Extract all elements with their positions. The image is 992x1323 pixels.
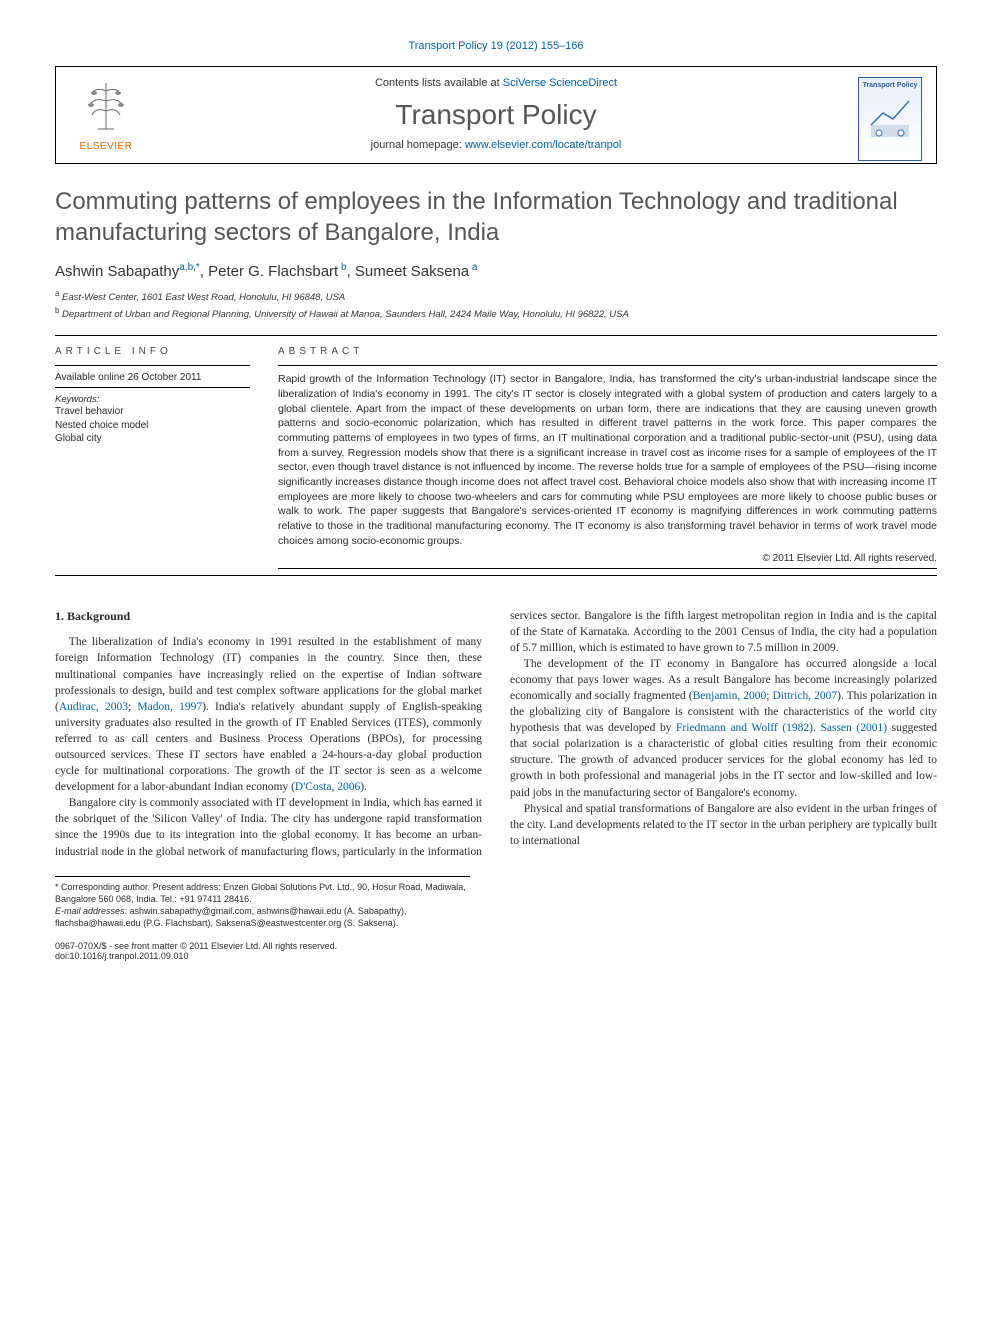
citation-link[interactable]: Benjamin, 2000 (693, 690, 767, 702)
keywords-heading: Keywords: (55, 394, 250, 405)
corresponding-author-block: * Corresponding author. Present address:… (55, 876, 470, 930)
citation-link[interactable]: Audirac, 2003 (59, 701, 128, 713)
divider (55, 335, 937, 336)
journal-title: Transport Policy (56, 99, 936, 131)
corresponding-author-text: * Corresponding author. Present address:… (55, 881, 470, 905)
divider (278, 568, 937, 569)
authors-line: Ashwin Sabapathya,b,*, Peter G. Flachsba… (55, 262, 937, 280)
author-2-affil[interactable]: b (338, 262, 346, 273)
affiliations: a East-West Center, 1601 East West Road,… (55, 288, 937, 321)
article-info-heading: ARTICLE INFO (55, 346, 250, 357)
p1-text-b: ; (128, 701, 137, 713)
page-footer: 0967-070X/$ - see front matter © 2011 El… (55, 941, 937, 961)
available-online: Available online 26 October 2011 (55, 372, 250, 383)
cover-art-icon (865, 89, 915, 145)
journal-reference-link[interactable]: Transport Policy 19 (2012) 155–166 (408, 40, 583, 52)
author-1: Ashwin Sabapathy (55, 263, 179, 280)
abstract-heading: ABSTRACT (278, 346, 937, 357)
divider (55, 575, 937, 576)
publisher-name: ELSEVIER (80, 141, 133, 152)
affiliation-b: b Department of Urban and Regional Plann… (55, 305, 937, 321)
citation-link[interactable]: Sassen (2001) (820, 722, 887, 734)
masthead-box: ELSEVIER Transport Policy Contents lists… (55, 66, 937, 164)
footer-left: 0967-070X/$ - see front matter © 2011 El… (55, 941, 337, 961)
journal-cover-thumb: Transport Policy (858, 77, 922, 161)
citation-link[interactable]: Friedmann and Wolff (1982) (676, 722, 813, 734)
author-1-affil[interactable]: a,b,* (179, 262, 200, 273)
p1-text-c: ). India's relatively abundant supply of… (55, 701, 482, 793)
divider (55, 387, 250, 388)
paragraph-3: The development of the IT economy in Ban… (510, 656, 937, 801)
affiliation-a: a East-West Center, 1601 East West Road,… (55, 288, 937, 304)
section-heading-1: 1. Background (55, 608, 482, 625)
elsevier-tree-icon (80, 77, 132, 139)
email-label: E-mail addresses: (55, 906, 127, 916)
contents-prefix: Contents lists available at (375, 77, 503, 89)
citation-link[interactable]: D'Costa, 2006 (295, 781, 360, 793)
author-3-affil[interactable]: a (469, 262, 477, 273)
journal-reference: Transport Policy 19 (2012) 155–166 (55, 40, 937, 52)
article-title: Commuting patterns of employees in the I… (55, 186, 937, 248)
publisher-logo: ELSEVIER (70, 77, 142, 165)
homepage-link[interactable]: www.elsevier.com/locate/tranpol (465, 139, 622, 151)
abstract-text: Rapid growth of the Information Technolo… (278, 372, 937, 548)
affil-b-text: Department of Urban and Regional Plannin… (62, 309, 629, 320)
affil-a-text: East-West Center, 1601 East West Road, H… (62, 293, 345, 304)
divider (278, 365, 937, 366)
cover-title-text: Transport Policy (863, 82, 918, 89)
p1-text-d: ). (360, 781, 367, 793)
doi-text: doi:10.1016/j.tranpol.2011.09.010 (55, 951, 337, 961)
author-2: , Peter G. Flachsbart (200, 263, 338, 280)
paragraph-1: The liberalization of India's economy in… (55, 634, 482, 795)
citation-link[interactable]: Madon, 1997 (137, 701, 202, 713)
body-text: 1. Background The liberalization of Indi… (55, 608, 937, 860)
contents-available-line: Contents lists available at SciVerse Sci… (56, 77, 936, 89)
keywords-list: Travel behavior Nested choice model Glob… (55, 405, 250, 446)
emails-line: E-mail addresses: ashwin.sabapathy@gmail… (55, 905, 470, 929)
front-matter-text: 0967-070X/$ - see front matter © 2011 El… (55, 941, 337, 951)
divider (55, 365, 250, 366)
author-3: , Sumeet Saksena (347, 263, 470, 280)
paragraph-4: Physical and spatial transformations of … (510, 801, 937, 849)
homepage-line: journal homepage: www.elsevier.com/locat… (56, 139, 936, 151)
article-info-column: ARTICLE INFO Available online 26 October… (55, 346, 250, 574)
citation-link[interactable]: Dittrich, 2007 (772, 690, 837, 702)
sciencedirect-link[interactable]: SciVerse ScienceDirect (503, 77, 617, 89)
homepage-prefix: journal homepage: (371, 139, 465, 151)
abstract-copyright: © 2011 Elsevier Ltd. All rights reserved… (278, 553, 937, 564)
abstract-column: ABSTRACT Rapid growth of the Information… (278, 346, 937, 574)
